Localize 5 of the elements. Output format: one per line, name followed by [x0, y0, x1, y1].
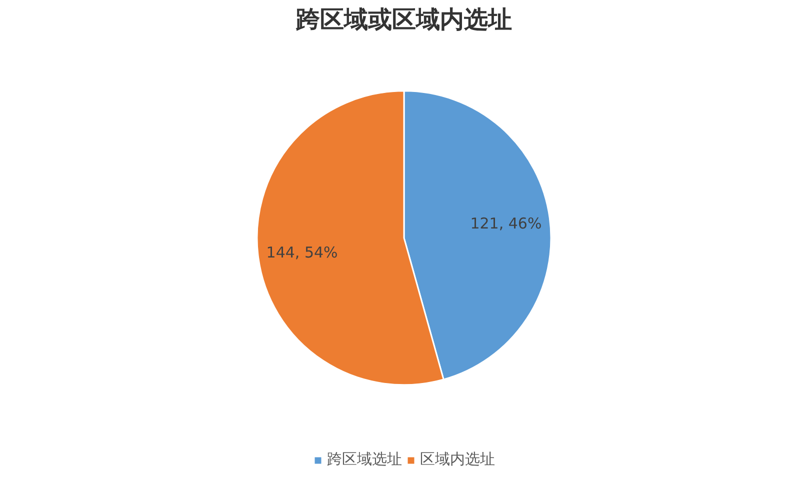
data-label: 144, 54%: [266, 243, 338, 262]
legend-label: 跨区域选址: [327, 450, 402, 469]
chart-title: 跨区域或区域内选址: [295, 6, 512, 34]
data-label: 121, 46%: [470, 214, 542, 233]
legend-label: 区域内选址: [420, 450, 495, 469]
